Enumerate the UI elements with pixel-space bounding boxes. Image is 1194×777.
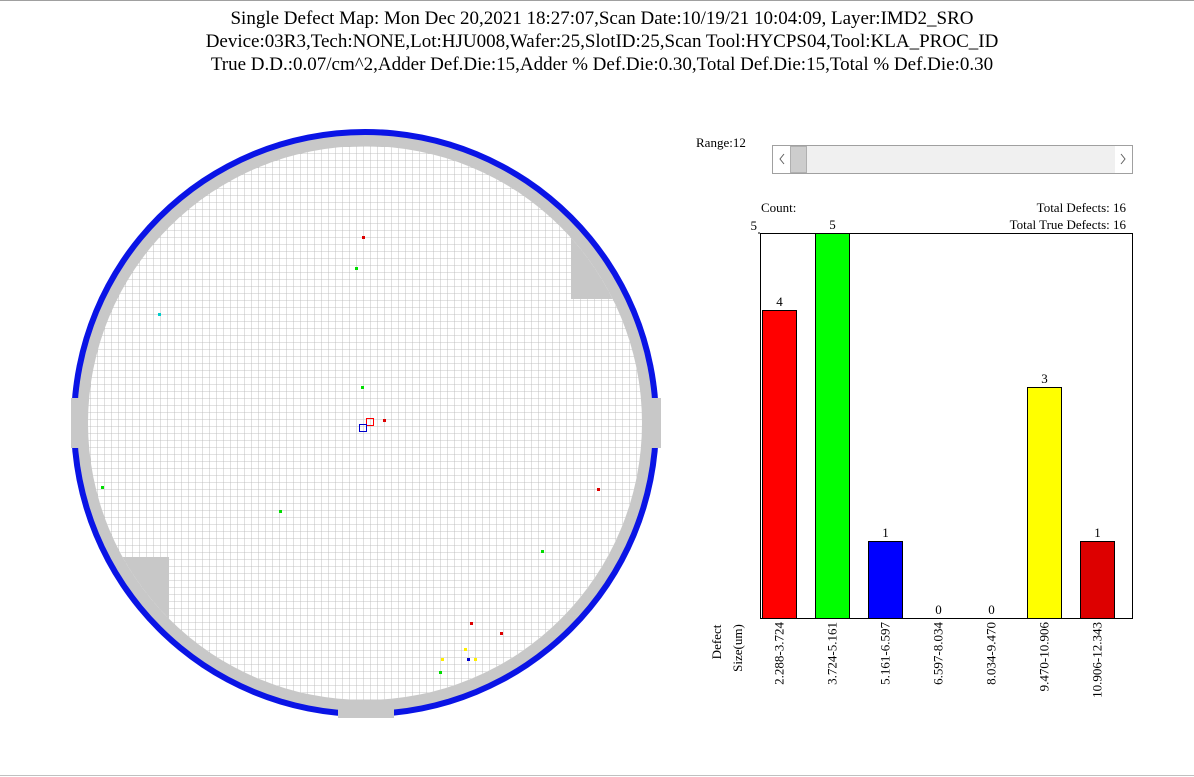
bar	[1027, 387, 1062, 619]
plot-frame	[760, 233, 1133, 619]
title-line: Single Defect Map: Mon Dec 20,2021 18:27…	[230, 8, 973, 29]
x-tick-label: 6.597-8.034	[931, 622, 946, 685]
x-axis-label: Defect	[709, 624, 724, 659]
x-tick-label: 10.906-12.343	[1090, 622, 1105, 698]
title-line: True D.D.:0.07/cm^2,Adder Def.Die:15,Add…	[211, 54, 993, 75]
range-scrollbar[interactable]	[772, 145, 1133, 174]
y-axis-label: Count:	[761, 200, 796, 215]
title-line: Device:03R3,Tech:NONE,Lot:HJU008,Wafer:2…	[206, 31, 999, 52]
x-tick-label: 3.724-5.161	[825, 622, 840, 685]
y-tick-label: 5	[751, 218, 758, 233]
x-tick-label: 9.470-10.906	[1037, 622, 1052, 692]
scroll-left-arrow	[779, 153, 785, 165]
range-label: Range:12	[696, 135, 746, 150]
scroll-right-arrow	[1120, 153, 1126, 165]
scroll-left-button[interactable]	[773, 146, 790, 173]
scroll-right-button[interactable]	[1115, 146, 1132, 173]
value-label: 0	[988, 602, 995, 617]
value-label: 1	[1094, 525, 1101, 540]
total-true-defects: Total True Defects: 16	[1010, 217, 1127, 232]
bar	[868, 541, 903, 619]
value-label: 5	[829, 217, 836, 232]
value-label: 4	[776, 294, 783, 309]
defect-points	[101, 236, 600, 674]
scroll-track	[772, 145, 1133, 174]
x-tick-label: 2.288-3.724	[772, 622, 787, 685]
bar	[762, 310, 797, 619]
scroll-thumb[interactable]	[790, 146, 807, 173]
bar	[1080, 541, 1115, 619]
value-label: 3	[1041, 371, 1048, 386]
value-label: 0	[935, 602, 942, 617]
x-tick-label: 8.034-9.470	[984, 622, 999, 685]
wafer-notch	[338, 700, 394, 718]
x-tick-label: 5.161-6.597	[878, 622, 893, 685]
bar	[815, 233, 850, 619]
value-label: 1	[882, 525, 889, 540]
total-defects: Total Defects: 16	[1037, 200, 1127, 215]
x-axis-label: Size(um)	[730, 624, 745, 672]
wafer-map	[71, 129, 661, 718]
